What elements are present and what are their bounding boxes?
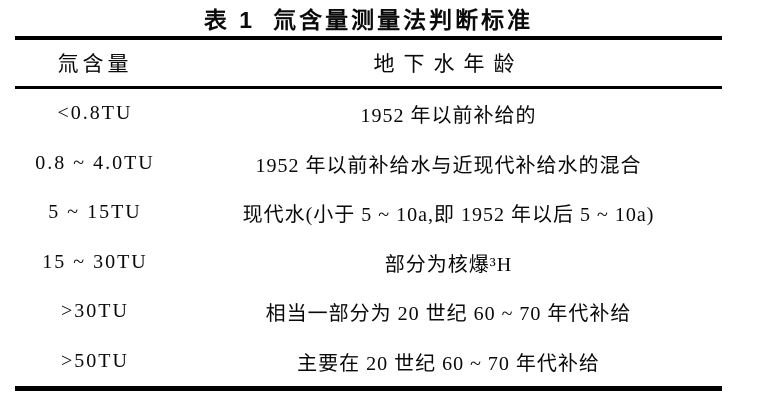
table-body: <0.8TU 1952 年以前补给的 0.8 ~ 4.0TU 1952 年以前补…	[15, 89, 722, 386]
table-header-row: 氚含量 地下水年龄	[15, 40, 722, 86]
table-bottom-rule	[15, 386, 722, 391]
column-header-tritium-content: 氚含量	[57, 52, 133, 76]
table-caption-title: 氚含量测量法判断标准	[273, 7, 534, 33]
groundwater-age-cell: 1952 年以前补给水与近现代补给水的混合	[255, 154, 642, 177]
groundwater-age-cell: 主要在 20 世纪 60 ~ 70 年代补给	[297, 352, 600, 375]
table-top-rule	[15, 36, 722, 40]
table-header-rule	[15, 86, 722, 89]
table-caption: 表 1 氚含量测量法判断标准	[15, 4, 722, 36]
table-caption-label: 表 1	[203, 7, 256, 33]
tritium-range-cell: >30TU	[61, 300, 129, 323]
groundwater-age-cell: 部分为核爆³H	[384, 253, 513, 276]
table-row: 5 ~ 15TU 现代水(小于 5 ~ 10a,即 1952 年以后 5 ~ 1…	[15, 188, 722, 238]
tritium-range-cell: 15 ~ 30TU	[42, 250, 148, 273]
tritium-range-cell: >50TU	[61, 349, 129, 372]
groundwater-age-cell: 现代水(小于 5 ~ 10a,即 1952 年以后 5 ~ 10a)	[242, 204, 655, 227]
table-row: 0.8 ~ 4.0TU 1952 年以前补给水与近现代补给水的混合	[15, 139, 722, 189]
table-row: <0.8TU 1952 年以前补给的	[15, 89, 722, 139]
tritium-range-cell: 0.8 ~ 4.0TU	[35, 151, 155, 174]
column-header-groundwater-age: 地下水年龄	[373, 52, 524, 76]
tritium-range-cell: 5 ~ 15TU	[48, 201, 142, 224]
tritium-range-cell: <0.8TU	[57, 102, 133, 125]
groundwater-age-cell: 相当一部分为 20 世纪 60 ~ 70 年代补给	[265, 303, 632, 326]
table-row: >30TU 相当一部分为 20 世纪 60 ~ 70 年代补给	[15, 287, 722, 337]
groundwater-age-cell: 1952 年以前补给的	[360, 105, 537, 128]
table-row: 15 ~ 30TU 部分为核爆³H	[15, 238, 722, 288]
table-row: >50TU 主要在 20 世纪 60 ~ 70 年代补给	[15, 337, 722, 387]
tritium-criteria-table: 氚含量 地下水年龄 <0.8TU 1952 年以前补给的 0.8 ~ 4.0TU…	[15, 36, 722, 391]
